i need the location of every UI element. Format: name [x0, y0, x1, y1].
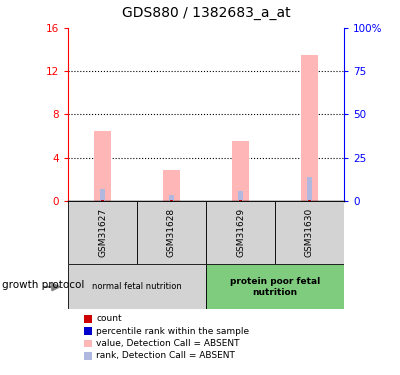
Text: protein poor fetal
nutrition: protein poor fetal nutrition	[230, 277, 320, 297]
Text: value, Detection Call = ABSENT: value, Detection Call = ABSENT	[96, 339, 240, 348]
Text: GSM31630: GSM31630	[305, 208, 314, 257]
Text: GSM31629: GSM31629	[236, 208, 245, 257]
Bar	[169, 195, 174, 201]
Bar	[94, 130, 111, 201]
Bar	[275, 201, 344, 264]
Bar	[301, 55, 318, 201]
Bar	[163, 170, 180, 201]
Text: rank, Detection Call = ABSENT: rank, Detection Call = ABSENT	[96, 351, 235, 360]
Text: GSM31627: GSM31627	[98, 208, 107, 257]
Bar	[137, 201, 206, 264]
Text: GSM31628: GSM31628	[167, 208, 176, 257]
Text: count: count	[96, 314, 122, 323]
Text: normal fetal nutrition: normal fetal nutrition	[92, 282, 182, 291]
Bar	[68, 201, 137, 264]
Bar	[170, 200, 173, 201]
Text: percentile rank within the sample: percentile rank within the sample	[96, 327, 249, 336]
Text: growth protocol: growth protocol	[2, 280, 84, 290]
Bar	[206, 201, 275, 264]
Bar	[308, 200, 311, 201]
Bar	[232, 141, 249, 201]
Bar	[68, 264, 206, 309]
Bar	[239, 200, 242, 201]
Bar	[101, 200, 104, 201]
Bar	[307, 177, 312, 201]
Bar	[238, 191, 243, 201]
Text: GDS880 / 1382683_a_at: GDS880 / 1382683_a_at	[122, 6, 290, 20]
Bar	[206, 264, 344, 309]
Bar	[100, 189, 105, 201]
